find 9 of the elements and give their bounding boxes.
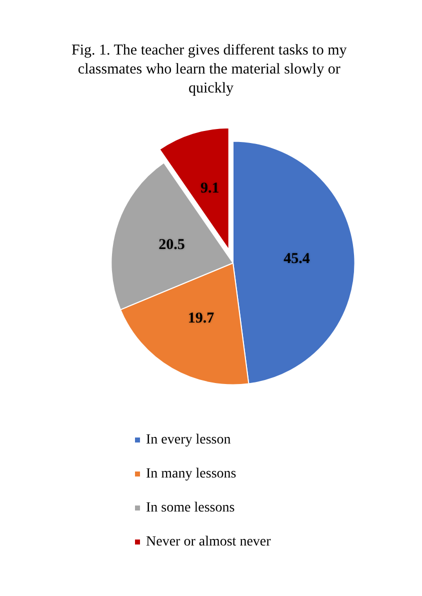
legend-label: In every lesson (146, 432, 231, 448)
chart-title: Fig. 1. The teacher gives different tasks to my classmates who learn the material slowly or quickly (72, 42, 350, 96)
data-label: 19.7 (188, 310, 215, 326)
data-label: 45.4 (284, 250, 310, 267)
data-label: 20.5 (158, 236, 185, 253)
legend-label: In many lessons (146, 466, 236, 482)
legend-label: In some lessons (146, 500, 235, 516)
data-label: 9.1 (200, 180, 220, 197)
legend-label: Never or almost never (146, 534, 272, 550)
